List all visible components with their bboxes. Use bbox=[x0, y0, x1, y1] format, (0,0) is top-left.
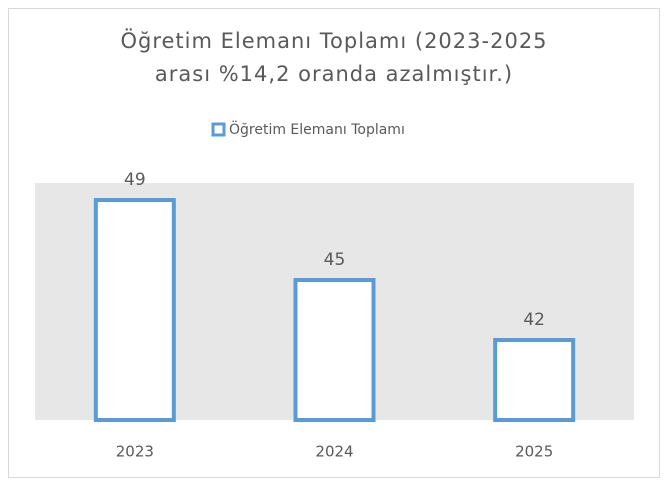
x-tick-label: 2025 bbox=[515, 443, 553, 461]
data-label: 49 bbox=[124, 170, 146, 190]
legend-swatch bbox=[211, 122, 226, 137]
bar bbox=[93, 198, 176, 422]
chart-title: arası %14,2 oranda azalmıştır.) bbox=[155, 62, 513, 86]
x-tick-label: 2024 bbox=[315, 443, 353, 461]
x-tick-label: 2023 bbox=[116, 443, 154, 461]
data-label: 45 bbox=[324, 250, 346, 270]
bar bbox=[293, 278, 376, 422]
bar bbox=[493, 338, 576, 422]
data-label: 42 bbox=[523, 310, 545, 330]
chart-title: Öğretim Elemanı Toplamı (2023-2025 bbox=[120, 28, 547, 53]
legend-label: Öğretim Elemanı Toplamı bbox=[229, 120, 405, 138]
